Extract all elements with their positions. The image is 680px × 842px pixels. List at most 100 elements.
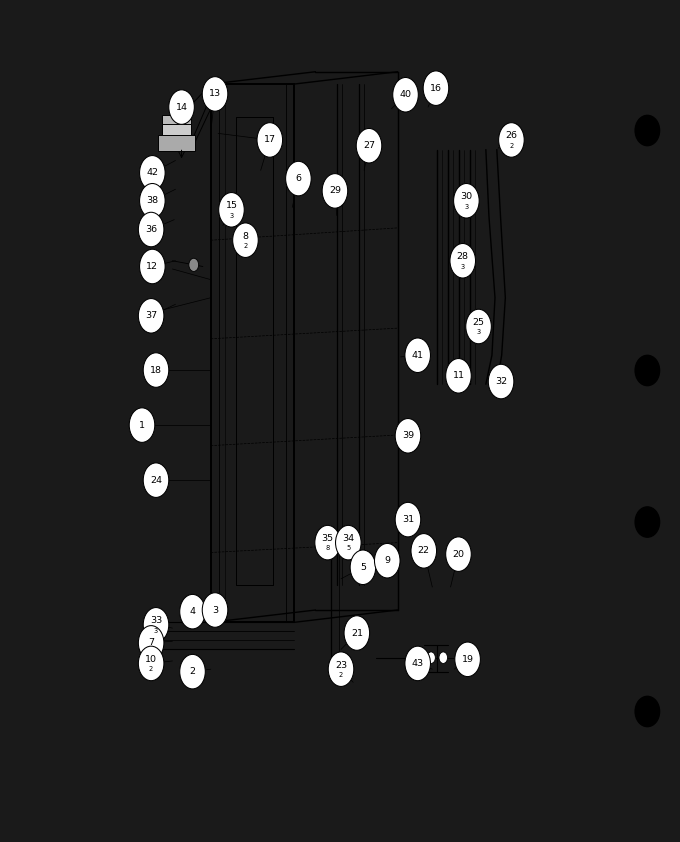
Text: 4: 4 bbox=[190, 607, 196, 616]
Circle shape bbox=[139, 156, 165, 190]
Text: 7: 7 bbox=[148, 638, 154, 647]
Text: 36: 36 bbox=[145, 225, 157, 234]
Circle shape bbox=[143, 463, 169, 498]
Circle shape bbox=[328, 652, 354, 686]
Circle shape bbox=[202, 77, 228, 111]
Circle shape bbox=[335, 525, 361, 560]
Text: 39: 39 bbox=[402, 431, 414, 440]
Circle shape bbox=[315, 525, 341, 560]
Text: 19: 19 bbox=[462, 655, 473, 663]
Text: 43: 43 bbox=[411, 659, 424, 668]
Circle shape bbox=[466, 309, 492, 344]
Text: 15: 15 bbox=[226, 201, 237, 210]
Circle shape bbox=[455, 642, 480, 677]
Text: 13: 13 bbox=[209, 89, 221, 99]
Text: 34: 34 bbox=[342, 534, 354, 543]
Text: 30: 30 bbox=[460, 192, 473, 201]
Text: 42: 42 bbox=[146, 168, 158, 178]
Text: 3: 3 bbox=[154, 627, 158, 633]
Text: 3: 3 bbox=[477, 329, 481, 335]
Circle shape bbox=[219, 193, 244, 227]
Text: 28: 28 bbox=[457, 252, 469, 261]
Text: 3: 3 bbox=[229, 212, 233, 219]
Text: 5: 5 bbox=[360, 562, 366, 572]
Text: 27: 27 bbox=[363, 141, 375, 150]
Circle shape bbox=[257, 123, 283, 157]
Text: 1: 1 bbox=[139, 421, 145, 429]
Circle shape bbox=[202, 593, 228, 627]
Text: 2: 2 bbox=[149, 666, 153, 672]
Text: 8: 8 bbox=[326, 546, 330, 552]
Text: 8: 8 bbox=[243, 232, 248, 241]
Circle shape bbox=[143, 353, 169, 387]
Text: 40: 40 bbox=[400, 90, 411, 99]
Circle shape bbox=[405, 646, 430, 680]
Circle shape bbox=[180, 594, 205, 629]
Text: 37: 37 bbox=[145, 312, 157, 320]
Text: 25: 25 bbox=[473, 318, 485, 327]
Circle shape bbox=[169, 90, 194, 125]
Circle shape bbox=[405, 338, 430, 372]
Text: 2: 2 bbox=[339, 672, 343, 678]
FancyBboxPatch shape bbox=[162, 115, 191, 124]
Text: 38: 38 bbox=[146, 196, 158, 205]
Circle shape bbox=[233, 223, 258, 258]
Circle shape bbox=[189, 258, 199, 271]
Text: 33: 33 bbox=[150, 616, 162, 626]
Text: 23: 23 bbox=[335, 661, 347, 669]
Text: 2: 2 bbox=[243, 243, 248, 249]
FancyBboxPatch shape bbox=[158, 135, 195, 152]
Text: 18: 18 bbox=[150, 365, 162, 375]
Circle shape bbox=[138, 212, 164, 247]
Text: 16: 16 bbox=[430, 83, 442, 93]
Text: 32: 32 bbox=[495, 377, 507, 386]
Circle shape bbox=[445, 537, 471, 572]
Circle shape bbox=[498, 123, 524, 157]
Circle shape bbox=[129, 408, 155, 442]
Text: 9: 9 bbox=[384, 557, 390, 565]
Circle shape bbox=[138, 626, 164, 660]
Circle shape bbox=[393, 77, 418, 112]
Text: 41: 41 bbox=[411, 351, 424, 360]
Text: 2: 2 bbox=[509, 142, 513, 149]
Circle shape bbox=[445, 359, 471, 393]
Circle shape bbox=[454, 184, 479, 218]
Circle shape bbox=[350, 550, 376, 584]
Text: 17: 17 bbox=[264, 136, 276, 145]
Text: 10: 10 bbox=[145, 655, 157, 663]
Circle shape bbox=[180, 654, 205, 689]
Text: 3: 3 bbox=[460, 264, 465, 269]
Circle shape bbox=[439, 652, 447, 663]
Text: 14: 14 bbox=[175, 103, 188, 112]
Circle shape bbox=[375, 543, 400, 578]
Circle shape bbox=[139, 249, 165, 284]
Text: 29: 29 bbox=[329, 186, 341, 195]
Circle shape bbox=[138, 299, 164, 333]
Text: 31: 31 bbox=[402, 515, 414, 524]
Circle shape bbox=[356, 129, 381, 163]
FancyBboxPatch shape bbox=[162, 122, 191, 135]
Circle shape bbox=[488, 365, 514, 399]
Circle shape bbox=[344, 616, 370, 650]
Text: 22: 22 bbox=[418, 546, 430, 556]
Text: 24: 24 bbox=[150, 476, 162, 485]
Text: 11: 11 bbox=[452, 371, 464, 381]
Text: 3: 3 bbox=[464, 204, 469, 210]
Text: 6: 6 bbox=[295, 174, 301, 183]
Circle shape bbox=[450, 243, 475, 278]
Circle shape bbox=[143, 608, 169, 642]
Circle shape bbox=[286, 162, 311, 196]
Circle shape bbox=[395, 418, 421, 453]
Text: 35: 35 bbox=[322, 534, 334, 543]
Text: 20: 20 bbox=[452, 550, 464, 558]
Circle shape bbox=[411, 534, 437, 568]
Text: 26: 26 bbox=[505, 131, 517, 141]
Text: 12: 12 bbox=[146, 262, 158, 271]
Text: 2: 2 bbox=[190, 667, 196, 676]
Circle shape bbox=[395, 503, 421, 537]
Circle shape bbox=[427, 652, 435, 663]
Text: 21: 21 bbox=[351, 628, 363, 637]
Circle shape bbox=[138, 646, 164, 680]
Circle shape bbox=[322, 173, 347, 208]
Circle shape bbox=[139, 184, 165, 218]
